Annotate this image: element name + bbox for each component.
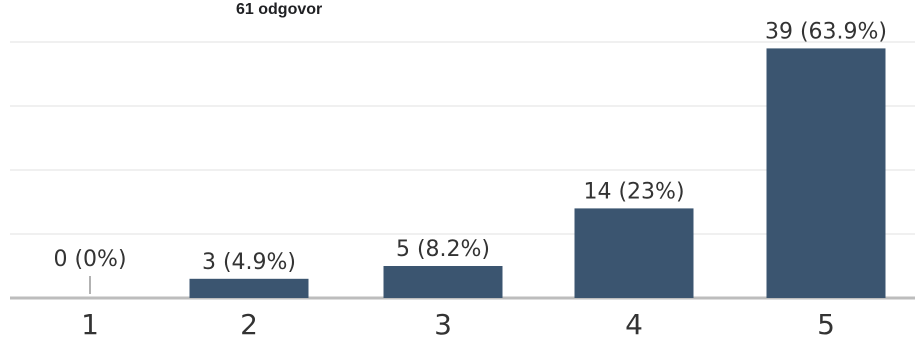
x-tick-label: 3 bbox=[434, 308, 452, 336]
value-label: 0 (0%) bbox=[53, 247, 126, 272]
value-label: 3 (4.9%) bbox=[202, 250, 296, 275]
bar-3 bbox=[383, 266, 503, 298]
value-label: 14 (23%) bbox=[583, 179, 684, 204]
bar-4 bbox=[574, 208, 694, 298]
response-count: 61 odgovor bbox=[236, 1, 323, 18]
x-tick-label: 1 bbox=[81, 308, 99, 336]
value-label: 5 (8.2%) bbox=[396, 237, 490, 262]
bar-layer bbox=[89, 48, 886, 299]
x-tick-label: 4 bbox=[625, 308, 643, 336]
value-label: 39 (63.9%) bbox=[765, 19, 887, 44]
bar-2 bbox=[189, 278, 309, 298]
x-tick-label: 2 bbox=[240, 308, 258, 336]
value-label-layer: 0 (0%) 3 (4.9%) 5 (8.2%) 14 (23%) 39 (63.9%) bbox=[53, 19, 887, 274]
tick-label-layer: 1 2 3 4 5 bbox=[81, 308, 835, 341]
bar-5 bbox=[766, 48, 886, 299]
x-tick-label: 5 bbox=[817, 308, 835, 336]
